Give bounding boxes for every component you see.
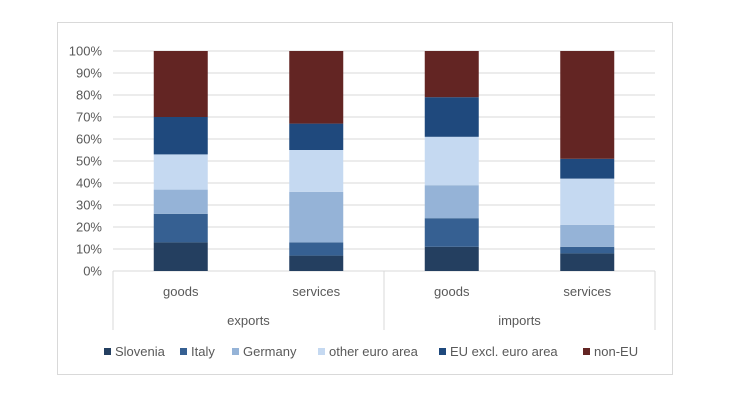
bar-segment-eu-excl-euro-area [153,117,208,155]
y-tick-label: 0% [83,264,102,279]
legend-swatch [439,348,446,355]
y-tick-label: 70% [76,110,102,125]
bar-segment-eu-excl-euro-area [560,158,615,179]
legend-swatch [232,348,239,355]
x-category-label: goods [163,284,199,299]
x-group-label: imports [498,313,541,328]
bar-segment-italy [289,242,344,256]
bar-segment-italy [153,213,208,243]
legend-swatch [583,348,590,355]
bar-segment-italy [424,218,479,247]
bar-segment-non-eu [560,51,615,159]
x-group-label: exports [227,313,270,328]
bar-segment-germany [424,185,479,219]
bar-segment-germany [289,191,344,243]
bar-segment-slovenia [560,253,615,271]
bar-segment-italy [560,246,615,254]
bar-segment-other-euro-area [424,136,479,186]
legend-label: Germany [243,344,297,359]
bar-segment-slovenia [424,246,479,271]
legend-label: non-EU [594,344,638,359]
bar-segment-other-euro-area [289,150,344,192]
x-category-label: services [563,284,611,299]
y-tick-label: 90% [76,66,102,81]
chart-frame [57,22,673,375]
y-tick-label: 30% [76,198,102,213]
legend-swatch [180,348,187,355]
x-category-label: goods [434,284,470,299]
y-tick-label: 40% [76,176,102,191]
bar-segment-germany [153,189,208,214]
bar-segment-eu-excl-euro-area [289,123,344,150]
bar-segment-germany [560,224,615,247]
legend-label: Italy [191,344,215,359]
legend-label: other euro area [329,344,419,359]
bar-segment-other-euro-area [560,178,615,225]
legend-swatch [104,348,111,355]
y-tick-label: 60% [76,132,102,147]
bar-segment-eu-excl-euro-area [424,97,479,137]
bar-segment-slovenia [153,242,208,271]
bar-segment-non-eu [289,51,344,124]
x-category-label: services [292,284,340,299]
bar-segment-slovenia [289,255,344,271]
legend-label: Slovenia [115,344,166,359]
legend-swatch [318,348,325,355]
y-tick-label: 20% [76,220,102,235]
y-tick-label: 50% [76,154,102,169]
bar-segment-other-euro-area [153,154,208,190]
legend-label: EU excl. euro area [450,344,558,359]
y-tick-label: 100% [69,44,103,59]
bar-segment-non-eu [424,51,479,98]
y-tick-label: 80% [76,88,102,103]
y-tick-label: 10% [76,242,102,257]
bar-segment-non-eu [153,51,208,117]
